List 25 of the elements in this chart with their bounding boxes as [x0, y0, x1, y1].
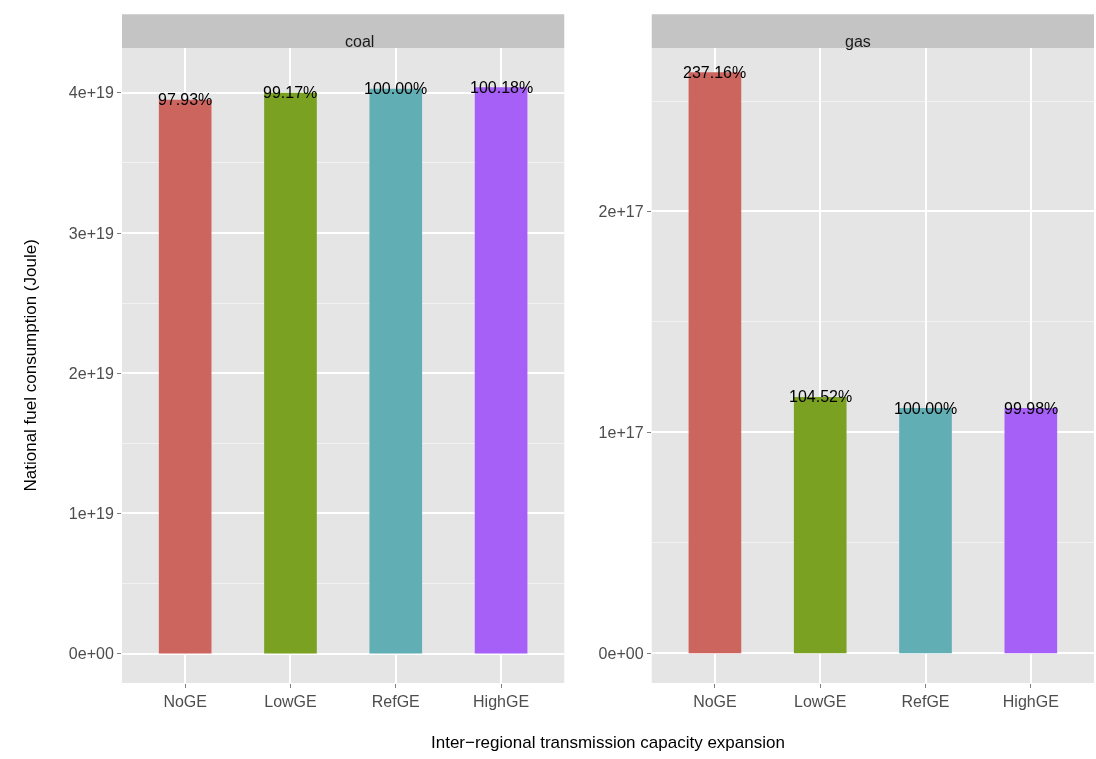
y-tick-label: 1e+17	[598, 423, 644, 441]
y-tick-label: 2e+19	[68, 364, 114, 382]
annotation: 99.98%	[1004, 400, 1059, 417]
x-axis-title: Inter−regional transmission capacity expansion	[431, 733, 785, 752]
annotation: 97.93%	[158, 91, 213, 108]
x-tick-label: LowGE	[793, 693, 847, 711]
y-axis-title: National fuel consumption (Joule)	[20, 239, 40, 492]
annotation: 237.16%	[683, 64, 747, 81]
y-tick-label: 4e+19	[68, 84, 114, 102]
annotation: 100.00%	[364, 80, 428, 97]
x-tick-label: RefGE	[901, 693, 950, 711]
x-tick-label: HighGE	[473, 693, 530, 711]
x-tick-label: RefGE	[371, 693, 420, 711]
x-tick-label: NoGE	[163, 693, 207, 711]
y-tick-label: 0e+00	[68, 645, 114, 663]
y-tick-label: 3e+19	[68, 224, 114, 242]
y-tick-label: 0e+00	[598, 644, 644, 662]
y-tick-label: 1e+19	[68, 504, 114, 522]
x-tick-label: LowGE	[264, 693, 317, 711]
x-tick-label: HighGE	[1002, 693, 1059, 711]
y-tick-label: 2e+17	[598, 203, 644, 221]
x-tick-label: NoGE	[693, 693, 737, 711]
annotation: 100.18%	[470, 79, 534, 96]
chart-title: gas	[845, 33, 871, 50]
chart-title: coal	[345, 33, 375, 50]
